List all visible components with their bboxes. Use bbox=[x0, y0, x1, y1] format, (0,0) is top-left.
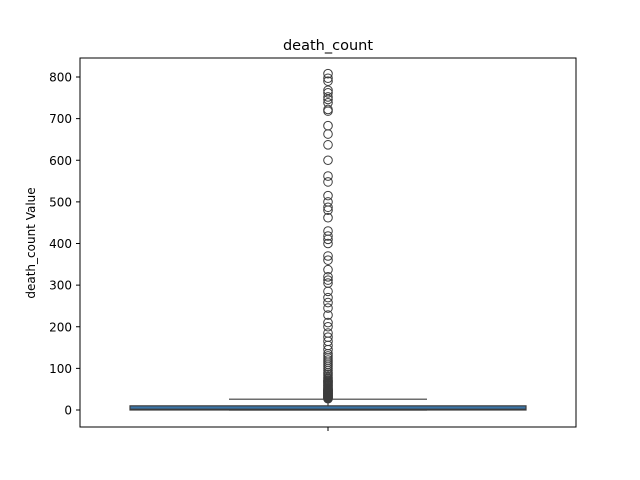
outlier-point bbox=[323, 197, 333, 207]
outlier-point bbox=[323, 317, 333, 328]
plot-area bbox=[129, 68, 527, 411]
outlier-point bbox=[323, 231, 333, 241]
outlier-point bbox=[323, 88, 333, 98]
outlier-point bbox=[323, 226, 333, 236]
y-tick-label: 500 bbox=[49, 195, 72, 209]
y-tick-label: 600 bbox=[49, 154, 72, 168]
axes-frame bbox=[79, 57, 577, 428]
outlier-point bbox=[323, 171, 333, 181]
y-tick-label: 700 bbox=[49, 112, 72, 126]
outlier-point bbox=[323, 202, 333, 213]
outlier-point bbox=[323, 272, 333, 282]
outlier-point bbox=[323, 255, 333, 265]
outlier-point bbox=[323, 92, 333, 102]
outlier-point bbox=[323, 278, 333, 288]
outlier-point bbox=[323, 251, 333, 261]
outlier-point bbox=[323, 155, 333, 166]
y-tick-label: 100 bbox=[49, 362, 72, 376]
outlier-point bbox=[323, 120, 333, 131]
y-tick-label: 400 bbox=[49, 237, 72, 251]
outlier-point bbox=[323, 94, 333, 105]
outlier-point bbox=[323, 104, 333, 115]
outlier-point bbox=[323, 264, 333, 275]
outlier-point bbox=[323, 321, 333, 332]
y-tick-label: 0 bbox=[64, 404, 72, 418]
outlier-point bbox=[323, 297, 333, 308]
outlier-point bbox=[323, 129, 333, 139]
outlier-point bbox=[323, 275, 333, 285]
outlier-point bbox=[323, 286, 333, 297]
chart-title: death_count bbox=[283, 38, 373, 54]
y-tick-label: 200 bbox=[49, 320, 72, 334]
outlier-point bbox=[323, 190, 333, 201]
outlier-point bbox=[323, 98, 333, 108]
y-axis-label: death_count Value bbox=[24, 187, 38, 298]
y-ticks: 0 100 200 300 400 500 600 700 800 bbox=[49, 71, 329, 431]
outlier-point bbox=[323, 76, 333, 86]
outlier-point bbox=[323, 310, 333, 320]
outlier-point bbox=[323, 292, 333, 303]
outlier-point bbox=[323, 303, 333, 313]
outlier-point bbox=[323, 212, 333, 223]
y-tick-label: 800 bbox=[49, 71, 72, 85]
box-iqr bbox=[129, 405, 527, 411]
outlier-point bbox=[323, 140, 333, 150]
outlier-point bbox=[323, 85, 333, 96]
y-tick-label: 300 bbox=[49, 279, 72, 293]
outlier-point bbox=[323, 73, 333, 84]
outlier-point bbox=[323, 328, 333, 338]
outlier-point bbox=[323, 68, 333, 79]
outlier-point bbox=[323, 177, 333, 187]
outlier-point bbox=[323, 332, 333, 342]
outlier-point bbox=[323, 238, 333, 249]
